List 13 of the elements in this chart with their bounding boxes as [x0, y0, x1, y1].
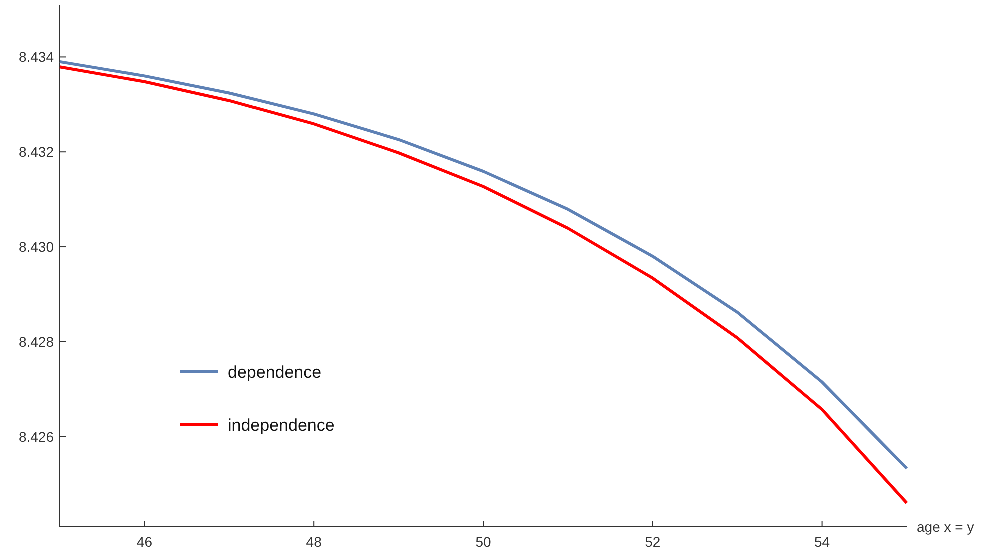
x-tick-label: 52 [645, 534, 661, 550]
y-tick-label: 8.430 [18, 239, 54, 256]
y-tick-label: 8.428 [18, 334, 54, 350]
y-tick-label: 8.432 [18, 144, 54, 160]
y-tick-label: 8.434 [18, 49, 54, 66]
x-tick-label: 46 [136, 534, 153, 550]
legend-label: independence [228, 416, 335, 435]
x-axis-title: age x = y [917, 519, 974, 535]
x-tick-label: 50 [476, 534, 492, 550]
y-tick-label: 8.426 [18, 428, 54, 445]
legend-label: dependence [228, 363, 322, 382]
x-tick-label: 54 [814, 534, 830, 550]
x-tick-label: 48 [306, 534, 322, 550]
